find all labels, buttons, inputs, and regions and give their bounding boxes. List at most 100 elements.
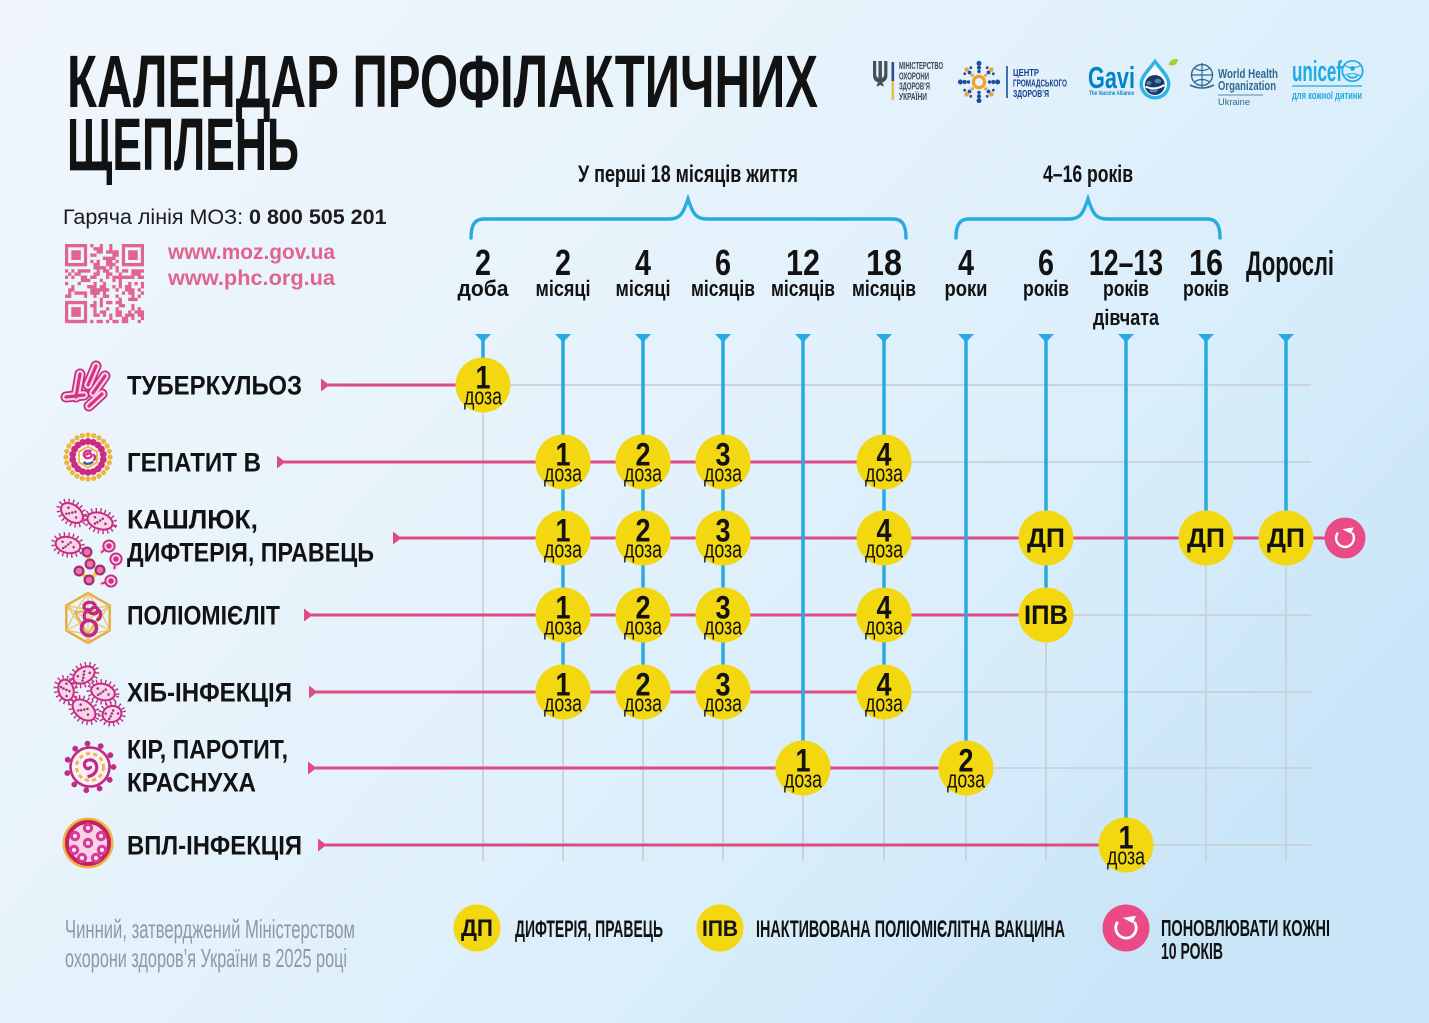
svg-text:unicef: unicef [1292,56,1342,88]
svg-text:Gavi: Gavi [1088,60,1135,95]
svg-text:1: 1 [556,437,571,473]
svg-text:4: 4 [877,513,892,549]
svg-text:2: 2 [555,242,571,283]
svg-text:ОХОРОНИ: ОХОРОНИ [899,70,929,82]
svg-text:2: 2 [636,513,651,549]
svg-text:доза: доза [704,691,742,718]
svg-text:У перші 18 місяців життя: У перші 18 місяців життя [578,161,798,188]
svg-text:років: років [1103,276,1149,301]
svg-text:доза: доза [865,614,903,641]
svg-text:1: 1 [556,590,571,626]
svg-text:1: 1 [476,360,491,396]
svg-text:18: 18 [866,242,902,283]
svg-text:місяці: місяці [536,276,591,301]
svg-text:12: 12 [786,242,820,283]
svg-text:4: 4 [958,242,974,283]
svg-text:ЦЕНТР: ЦЕНТР [1013,67,1039,79]
svg-text:ДП: ДП [1267,523,1305,553]
svg-text:Чинний, затверджений Міністерс: Чинний, затверджений Міністерством [65,914,355,944]
svg-text:доза: доза [544,537,582,564]
svg-text:ТУБЕРКУЛЬОЗ: ТУБЕРКУЛЬОЗ [127,371,302,401]
svg-text:КАЛЕНДАР ПРОФІЛАКТИЧНИХ: КАЛЕНДАР ПРОФІЛАКТИЧНИХ [67,40,818,123]
svg-text:років: років [1023,276,1069,301]
svg-text:доза: доза [704,614,742,641]
svg-text:Гаряча лінія МОЗ: 0 800 505 20: Гаряча лінія МОЗ: 0 800 505 201 [63,205,387,229]
svg-text:доза: доза [544,691,582,718]
svg-text:ГРОМАДСЬКОГО: ГРОМАДСЬКОГО [1013,78,1067,90]
svg-text:ЩЕПЛЕНЬ: ЩЕПЛЕНЬ [67,103,299,186]
svg-text:доза: доза [865,691,903,718]
svg-text:доза: доза [464,384,502,411]
svg-text:доза: доза [624,614,662,641]
svg-text:КРАСНУХА: КРАСНУХА [127,768,256,798]
svg-text:10 РОКІВ: 10 РОКІВ [1161,938,1223,964]
svg-text:ДП: ДП [1027,523,1065,553]
svg-text:4: 4 [877,667,892,703]
svg-text:дівчата: дівчата [1093,305,1160,330]
svg-text:6: 6 [1038,242,1054,283]
svg-text:1: 1 [796,743,811,779]
svg-text:доза: доза [1107,844,1145,871]
svg-text:ІПВ: ІПВ [1024,600,1068,630]
svg-text:1: 1 [1119,820,1134,856]
svg-text:2: 2 [959,743,974,779]
svg-text:3: 3 [716,513,731,549]
svg-text:The Vaccine Alliance: The Vaccine Alliance [1089,91,1135,97]
svg-text:доза: доза [865,461,903,488]
svg-text:ПОНОВЛЮВАТИ КОЖНІ: ПОНОВЛЮВАТИ КОЖНІ [1161,915,1330,941]
svg-text:3: 3 [716,437,731,473]
svg-text:ДП: ДП [1187,523,1225,553]
svg-text:доза: доза [865,537,903,564]
svg-text:ДИФТЕРІЯ, ПРАВЕЦЬ: ДИФТЕРІЯ, ПРАВЕЦЬ [515,916,663,943]
svg-text:ІНАКТИВОВАНА ПОЛІОМІЄЛІТНА ВАК: ІНАКТИВОВАНА ПОЛІОМІЄЛІТНА ВАКЦИНА [756,916,1065,943]
svg-text:доза: доза [947,767,985,794]
svg-text:ІПВ: ІПВ [702,916,738,941]
svg-text:3: 3 [716,590,731,626]
svg-text:доза: доза [784,767,822,794]
svg-text:1: 1 [556,513,571,549]
svg-text:3: 3 [716,667,731,703]
svg-text:доза: доза [544,614,582,641]
svg-text:доба: доба [458,276,510,301]
svg-text:років: років [1183,276,1229,301]
svg-text:ЗДОРОВ’Я: ЗДОРОВ’Я [899,81,930,93]
svg-text:охорони здоров’я України в 202: охорони здоров’я України в 2025 році [65,943,347,973]
svg-text:ВПЛ-ІНФЕКЦІЯ: ВПЛ-ІНФЕКЦІЯ [127,831,302,861]
svg-text:2: 2 [475,242,491,283]
svg-text:www.moz.gov.ua: www.moz.gov.ua [167,240,336,264]
svg-text:Дорослі: Дорослі [1246,245,1334,283]
svg-text:4: 4 [635,242,651,283]
svg-text:ДП: ДП [461,915,493,942]
svg-text:12–13: 12–13 [1089,242,1163,283]
svg-text:доза: доза [624,537,662,564]
svg-text:доза: доза [704,537,742,564]
svg-text:6: 6 [715,242,731,283]
svg-text:доза: доза [624,461,662,488]
svg-text:доза: доза [624,691,662,718]
svg-text:2: 2 [636,667,651,703]
svg-text:ГЕПАТИТ В: ГЕПАТИТ В [127,448,261,478]
svg-text:КІР, ПАРОТИТ,: КІР, ПАРОТИТ, [127,735,288,765]
svg-text:2: 2 [636,590,651,626]
svg-text:доза: доза [704,461,742,488]
svg-text:4–16 років: 4–16 років [1043,161,1133,188]
svg-text:місяців: місяців [771,276,835,301]
svg-text:4: 4 [877,437,892,473]
svg-text:Organization: Organization [1218,79,1276,93]
svg-text:доза: доза [544,461,582,488]
svg-text:місяців: місяців [852,276,916,301]
svg-text:ДИФТЕРІЯ, ПРАВЕЦЬ: ДИФТЕРІЯ, ПРАВЕЦЬ [127,538,374,568]
svg-text:16: 16 [1189,242,1223,283]
svg-text:Ukraine: Ukraine [1218,97,1250,108]
svg-text:1: 1 [556,667,571,703]
svg-text:ЗДОРОВ’Я: ЗДОРОВ’Я [1013,88,1049,100]
svg-text:ПОЛІОМІЄЛІТ: ПОЛІОМІЄЛІТ [127,601,280,631]
svg-text:www.phc.org.ua: www.phc.org.ua [167,266,336,290]
svg-text:місяців: місяців [691,276,755,301]
svg-text:World Health: World Health [1218,67,1278,81]
svg-text:2: 2 [636,437,651,473]
svg-text:МІНІСТЕРСТВО: МІНІСТЕРСТВО [899,60,943,72]
svg-text:для кожної дитини: для кожної дитини [1292,90,1362,102]
svg-text:УКРАЇНИ: УКРАЇНИ [899,90,927,103]
svg-text:місяці: місяці [616,276,671,301]
